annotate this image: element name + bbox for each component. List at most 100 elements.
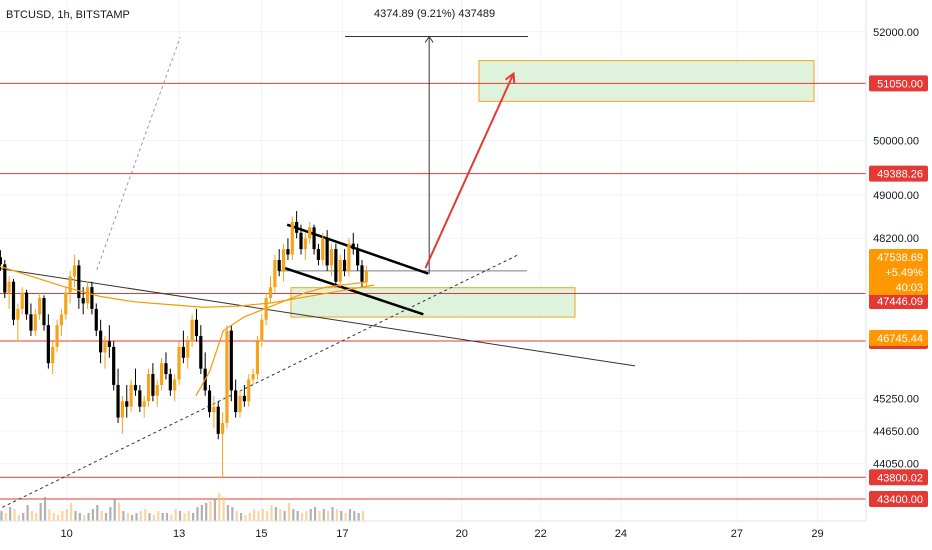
volume-bar bbox=[353, 511, 356, 521]
volume-bar bbox=[257, 511, 260, 521]
level-tag: 43400.00 bbox=[877, 494, 923, 506]
projection-arrow bbox=[424, 73, 515, 269]
volume-bar bbox=[170, 515, 173, 521]
volume-bar bbox=[226, 505, 230, 521]
level-tag-bg bbox=[869, 491, 928, 508]
candle-body bbox=[312, 227, 316, 250]
candle-body bbox=[99, 330, 103, 353]
volume-bar bbox=[218, 493, 221, 521]
candle-body bbox=[85, 287, 90, 304]
candle-body bbox=[321, 238, 325, 260]
candle-body bbox=[68, 276, 72, 293]
volume-bar bbox=[348, 509, 352, 521]
volume-bar bbox=[87, 513, 90, 521]
volume-bars bbox=[0, 493, 365, 521]
volume-bar bbox=[200, 505, 203, 521]
volume-bar bbox=[309, 509, 312, 521]
volume-bar bbox=[261, 509, 264, 521]
candle-body bbox=[260, 319, 264, 342]
volume-bar bbox=[331, 507, 334, 521]
volume-bar bbox=[239, 513, 243, 521]
volume-bar bbox=[131, 515, 134, 521]
overlay-tag: 46745.44 bbox=[877, 333, 923, 345]
candle-body bbox=[129, 384, 133, 407]
candle-body bbox=[190, 319, 194, 342]
x-tick-label: 13 bbox=[173, 528, 185, 540]
candle-body bbox=[133, 384, 138, 391]
trendline-rising-lower bbox=[0, 254, 519, 510]
volume-bar bbox=[266, 511, 269, 521]
candle-body bbox=[112, 346, 116, 385]
candle-body bbox=[347, 243, 351, 271]
volume-bar bbox=[270, 505, 273, 521]
moving-averages bbox=[0, 265, 375, 397]
candle-body bbox=[220, 422, 225, 434]
volume-bar bbox=[61, 511, 64, 521]
candle-body bbox=[234, 390, 238, 413]
volume-bar bbox=[83, 515, 86, 521]
y-tick-label: 49000.00 bbox=[873, 190, 919, 202]
candle-body bbox=[273, 259, 277, 288]
level-tag: 43800.02 bbox=[877, 472, 923, 484]
volume-bar bbox=[117, 503, 121, 521]
volume-bar bbox=[357, 513, 360, 521]
current-price-label: 47538.69 bbox=[877, 252, 923, 264]
candle-body bbox=[295, 221, 299, 233]
candle-body bbox=[329, 249, 334, 266]
target-zone bbox=[478, 60, 815, 102]
candle-body bbox=[351, 243, 355, 250]
volume-bar bbox=[178, 511, 182, 521]
volume-bar bbox=[17, 515, 20, 521]
candle-body bbox=[160, 363, 164, 385]
candle-body bbox=[64, 292, 68, 315]
candle-body bbox=[168, 374, 172, 391]
projection-arrowhead bbox=[504, 71, 516, 84]
candle-body bbox=[207, 390, 212, 413]
candle-body bbox=[116, 384, 120, 418]
volume-bar bbox=[144, 509, 147, 521]
volume-bar bbox=[122, 511, 125, 521]
candle-body bbox=[151, 374, 155, 396]
candle-body bbox=[90, 287, 94, 309]
candle-body bbox=[42, 298, 46, 326]
level-tag: 49388.26 bbox=[877, 169, 923, 181]
candle-body bbox=[308, 227, 312, 239]
time-axis bbox=[0, 521, 866, 550]
candle-body bbox=[142, 401, 146, 407]
candle-body bbox=[212, 406, 216, 413]
candle-body bbox=[7, 281, 11, 293]
trendline-descending bbox=[0, 268, 636, 367]
x-tick-label: 22 bbox=[535, 528, 547, 540]
candle-body bbox=[72, 265, 77, 277]
candle-body bbox=[338, 259, 342, 282]
horizontal-levels bbox=[0, 82, 866, 500]
volume-bar bbox=[4, 513, 7, 521]
volume-bar bbox=[152, 515, 156, 521]
volume-bar bbox=[70, 503, 73, 521]
volume-bar bbox=[109, 507, 112, 521]
level-tag-bg bbox=[869, 165, 928, 182]
volume-bar bbox=[161, 513, 164, 521]
candle-body bbox=[16, 308, 20, 320]
candle-body bbox=[3, 264, 7, 293]
candle-body bbox=[229, 330, 233, 391]
drawings bbox=[0, 35, 636, 510]
candle-body bbox=[325, 238, 329, 266]
volume-bar bbox=[327, 511, 330, 521]
candle-body bbox=[342, 259, 347, 271]
volume-bar bbox=[0, 511, 3, 521]
volume-bar bbox=[235, 511, 238, 521]
candle-body bbox=[46, 325, 50, 364]
candle-body bbox=[199, 336, 203, 369]
volume-bar bbox=[318, 511, 321, 521]
x-tick-label: 24 bbox=[615, 528, 627, 540]
candle-body bbox=[51, 346, 55, 364]
candle-body bbox=[0, 257, 3, 265]
volume-bar bbox=[52, 513, 55, 521]
volume-bar bbox=[35, 513, 38, 521]
volume-bar bbox=[74, 511, 77, 521]
candle-body bbox=[286, 249, 290, 255]
volume-bar bbox=[43, 497, 47, 521]
volume-bar bbox=[56, 515, 60, 521]
